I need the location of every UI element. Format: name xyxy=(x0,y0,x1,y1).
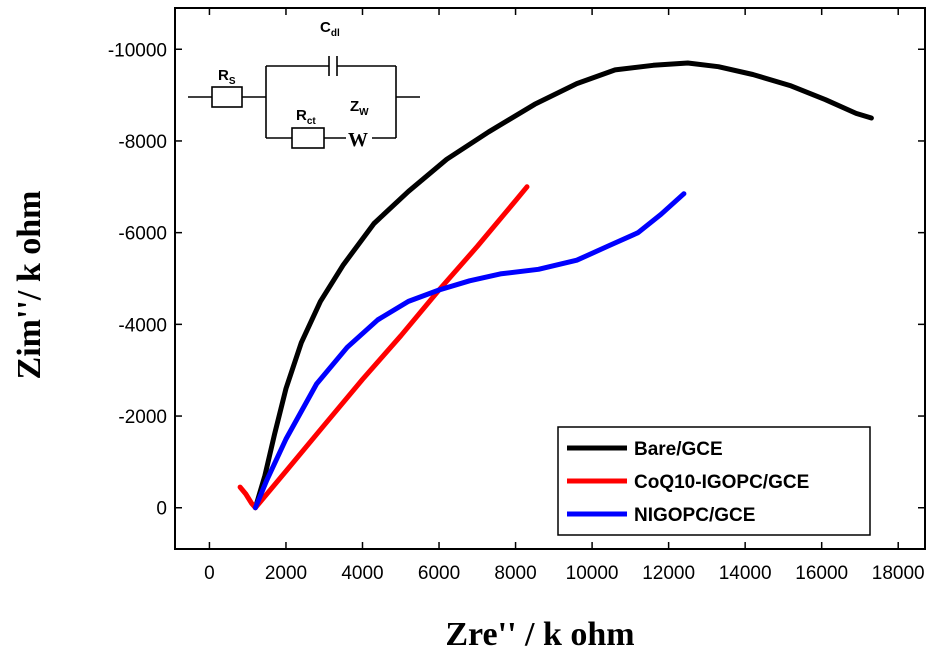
x-tick-label: 14000 xyxy=(719,563,772,584)
x-tick-label: 4000 xyxy=(341,563,383,584)
y-tick-label: 0 xyxy=(156,499,167,520)
x-tick-label: 10000 xyxy=(566,563,619,584)
legend-label-nigopc-gce: NIGOPC/GCE xyxy=(634,505,755,526)
legend-label-coq10-igopc-gce: CoQ10-IGOPC/GCE xyxy=(634,472,809,493)
series-line-coq10-igopc-gce xyxy=(237,184,530,511)
label-zw: ZW xyxy=(350,98,369,118)
warburg-element: W xyxy=(348,129,368,151)
y-tick-label: -6000 xyxy=(118,224,167,245)
label-rs: RS xyxy=(218,67,236,87)
equivalent-circuit-inset xyxy=(188,56,420,149)
x-tick-label: 6000 xyxy=(418,563,460,584)
y-tick-label: -2000 xyxy=(118,407,167,428)
y-tick-label: -8000 xyxy=(118,132,167,153)
resistor-rct xyxy=(291,127,325,149)
legend: Bare/GCE CoQ10-IGOPC/GCE NIGOPC/GCE xyxy=(557,426,871,536)
label-cdl: Cdl xyxy=(320,19,340,39)
legend-label-bare-gce: Bare/GCE xyxy=(634,439,723,460)
x-tick-label: 16000 xyxy=(795,563,848,584)
x-tick-label: 12000 xyxy=(642,563,695,584)
resistor-rs xyxy=(211,86,243,108)
y-axis-title: Zim''/ k ohm xyxy=(11,191,48,380)
x-tick-label: 8000 xyxy=(494,563,536,584)
y-tick-label: -4000 xyxy=(118,315,167,336)
plot-frame xyxy=(174,7,926,550)
x-tick-label: 0 xyxy=(204,563,215,584)
series-line-nigopc-gce xyxy=(252,191,687,511)
series-line-bare-gce xyxy=(252,60,874,511)
x-tick-label: 18000 xyxy=(872,563,925,584)
label-rct: Rct xyxy=(296,107,316,127)
y-tick-label: -10000 xyxy=(108,40,167,61)
equivalent-circuit-labels: RS Cdl Rct ZW W xyxy=(218,19,369,151)
x-axis-title: Zre'' / k ohm xyxy=(445,616,634,653)
x-tick-label: 2000 xyxy=(265,563,307,584)
